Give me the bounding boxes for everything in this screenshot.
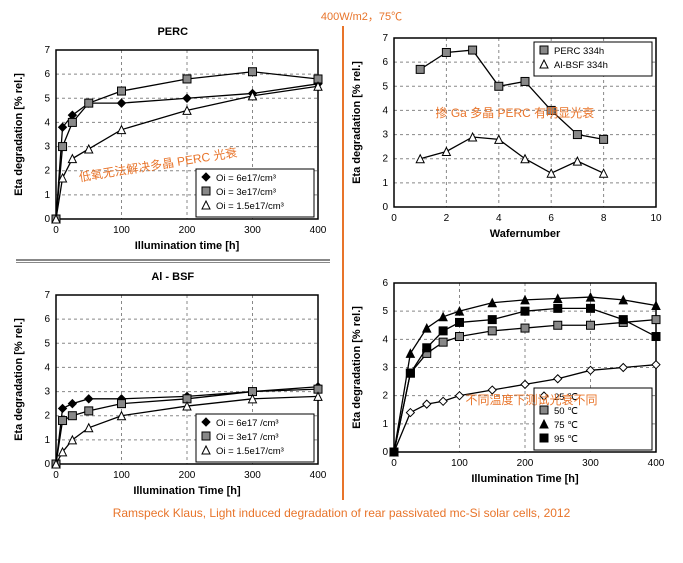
svg-text:4: 4 (496, 213, 502, 224)
svg-text:100: 100 (451, 458, 468, 469)
svg-text:0: 0 (382, 202, 388, 213)
svg-text:1: 1 (44, 190, 50, 201)
vertical-divider (342, 26, 344, 500)
svg-text:Eta degradation [% rel.]: Eta degradation [% rel.] (13, 318, 25, 441)
chart-panel-tl: PERC 0 100 200 300 400 0 1 2 3 4 5 6 7 Illumination t… (8, 26, 338, 267)
svg-text:7: 7 (382, 33, 388, 44)
svg-text:Oi = 6e17/cm³: Oi = 6e17/cm³ (216, 173, 276, 184)
svg-text:300: 300 (244, 470, 261, 481)
svg-text:3: 3 (382, 130, 388, 141)
svg-text:Eta degradation [% rel.]: Eta degradation [% rel.] (13, 73, 25, 196)
svg-text:400: 400 (310, 470, 327, 481)
svg-text:50 ℃: 50 ℃ (554, 406, 578, 417)
chart-panel-br: 0 100 200 300 400 0 1 2 3 4 5 6 Illumination Time [h… (346, 271, 676, 500)
svg-text:300: 300 (582, 458, 599, 469)
svg-text:1: 1 (382, 419, 388, 430)
svg-text:10: 10 (650, 213, 662, 224)
svg-text:300: 300 (244, 225, 261, 236)
svg-text:200: 200 (179, 225, 196, 236)
svg-text:Illumination time [h]: Illumination time [h] (135, 240, 240, 252)
svg-text:3: 3 (382, 363, 388, 374)
svg-text:Oi = 1.5e17/cm³: Oi = 1.5e17/cm³ (216, 201, 284, 212)
svg-text:0: 0 (53, 225, 59, 236)
svg-text:6: 6 (548, 213, 554, 224)
svg-text:Illumination Time [h]: Illumination Time [h] (133, 485, 241, 497)
chart-tl: 0 100 200 300 400 0 1 2 3 4 5 6 7 Illumination time [… (8, 40, 338, 255)
svg-text:Oi = 6e17 /cm³: Oi = 6e17 /cm³ (216, 418, 279, 429)
svg-text:95 ℃: 95 ℃ (554, 434, 578, 445)
svg-text:100: 100 (113, 470, 130, 481)
svg-text:0: 0 (44, 459, 50, 470)
svg-text:6: 6 (44, 69, 50, 80)
svg-text:Illumination Time [h]: Illumination Time [h] (471, 473, 579, 485)
svg-text:6: 6 (382, 278, 388, 289)
svg-text:75 ℃: 75 ℃ (554, 420, 578, 431)
svg-text:0: 0 (382, 447, 388, 458)
chart-tr: 0 2 4 6 8 10 0 1 2 3 4 5 6 7 Wafernumber Eta degradatio… (346, 28, 676, 243)
svg-text:Oi = 3e17 /cm³: Oi = 3e17 /cm³ (216, 432, 279, 443)
svg-text:200: 200 (179, 470, 196, 481)
svg-text:Oi = 1.5e17/cm³: Oi = 1.5e17/cm³ (216, 446, 284, 457)
svg-text:2: 2 (382, 391, 388, 402)
svg-text:0: 0 (44, 214, 50, 225)
conditions-label: 400W/m2，75℃ (48, 8, 675, 24)
svg-text:Al-BSF 334h: Al-BSF 334h (554, 60, 608, 71)
svg-text:5: 5 (44, 93, 50, 104)
chart-br: 0 100 200 300 400 0 1 2 3 4 5 6 Illumination Time [h… (346, 273, 676, 488)
chart-title-bl: Al - BSF (8, 271, 338, 283)
svg-text:200: 200 (516, 458, 533, 469)
svg-text:0: 0 (391, 213, 397, 224)
svg-text:2: 2 (382, 154, 388, 165)
svg-text:PERC 334h: PERC 334h (554, 46, 604, 57)
svg-text:2: 2 (44, 166, 50, 177)
svg-text:Eta degradation [% rel.]: Eta degradation [% rel.] (351, 306, 363, 429)
svg-text:25 ℃: 25 ℃ (554, 392, 578, 403)
svg-text:5: 5 (382, 306, 388, 317)
svg-text:100: 100 (113, 225, 130, 236)
chart-bl: 0 100 200 300 400 0 1 2 3 4 5 6 7 Illumination Time [… (8, 285, 338, 500)
svg-text:1: 1 (382, 178, 388, 189)
svg-text:0: 0 (391, 458, 397, 469)
svg-text:4: 4 (382, 105, 388, 116)
svg-text:400: 400 (647, 458, 664, 469)
chart-title-tl: PERC (8, 26, 338, 38)
chart-panel-bl: Al - BSF 0 100 200 300 400 0 1 2 3 4 5 6 7 Illuminati… (8, 271, 338, 500)
svg-text:6: 6 (44, 314, 50, 325)
chart-grid: PERC 010020030040001234567Illumination t… (8, 26, 675, 500)
svg-text:7: 7 (44, 290, 50, 301)
svg-text:5: 5 (382, 81, 388, 92)
svg-text:Oi = 3e17/cm³: Oi = 3e17/cm³ (216, 187, 276, 198)
panel-separator-left (16, 259, 330, 263)
svg-text:3: 3 (44, 387, 50, 398)
svg-text:5: 5 (44, 338, 50, 349)
svg-text:400: 400 (310, 225, 327, 236)
citation: Ramspeck Klaus, Light induced degradatio… (8, 506, 675, 520)
svg-text:6: 6 (382, 57, 388, 68)
svg-text:1: 1 (44, 435, 50, 446)
svg-text:4: 4 (382, 334, 388, 345)
svg-text:4: 4 (44, 117, 50, 128)
svg-text:8: 8 (600, 213, 606, 224)
svg-text:Wafernumber: Wafernumber (489, 228, 560, 240)
svg-text:Eta degradation [% rel.]: Eta degradation [% rel.] (351, 61, 363, 184)
svg-text:4: 4 (44, 362, 50, 373)
chart-panel-tr: 0 2 4 6 8 10 0 1 2 3 4 5 6 7 Wafernumber Eta degradatio… (346, 26, 676, 267)
svg-text:2: 2 (443, 213, 449, 224)
svg-text:0: 0 (53, 470, 59, 481)
svg-text:2: 2 (44, 411, 50, 422)
svg-text:3: 3 (44, 142, 50, 153)
svg-text:7: 7 (44, 45, 50, 56)
